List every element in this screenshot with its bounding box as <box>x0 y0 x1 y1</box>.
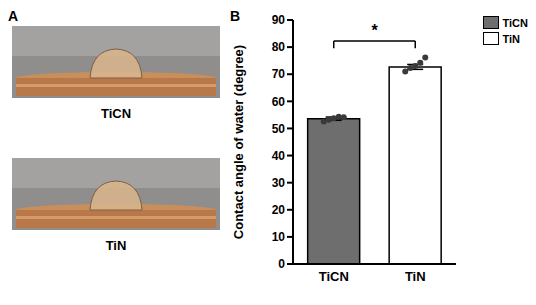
svg-text:20: 20 <box>272 203 286 217</box>
html-text:A: A <box>8 8 19 24</box>
svg-text:0: 0 <box>278 257 285 271</box>
html-text:TiN: TiN <box>105 238 127 253</box>
svg-text:30: 30 <box>272 176 286 190</box>
svg-text:*: * <box>371 22 378 39</box>
svg-text:90: 90 <box>272 13 286 27</box>
svg-text:Contact angle of water (degree: Contact angle of water (degree) <box>231 45 246 239</box>
svg-text:40: 40 <box>272 149 286 163</box>
svg-text:TiCN: TiCN <box>319 269 349 284</box>
svg-text:70: 70 <box>272 67 286 81</box>
svg-text:60: 60 <box>272 95 286 109</box>
html-text:TiCN: TiCN <box>502 16 528 29</box>
html-text:B: B <box>230 8 241 24</box>
html-text:TiN: TiN <box>502 32 521 45</box>
svg-text:50: 50 <box>272 122 286 136</box>
html-text:TiCN: TiCN <box>100 106 131 121</box>
svg-text:TiN: TiN <box>405 269 426 284</box>
svg-text:10: 10 <box>272 230 286 244</box>
svg-text:80: 80 <box>272 40 286 54</box>
